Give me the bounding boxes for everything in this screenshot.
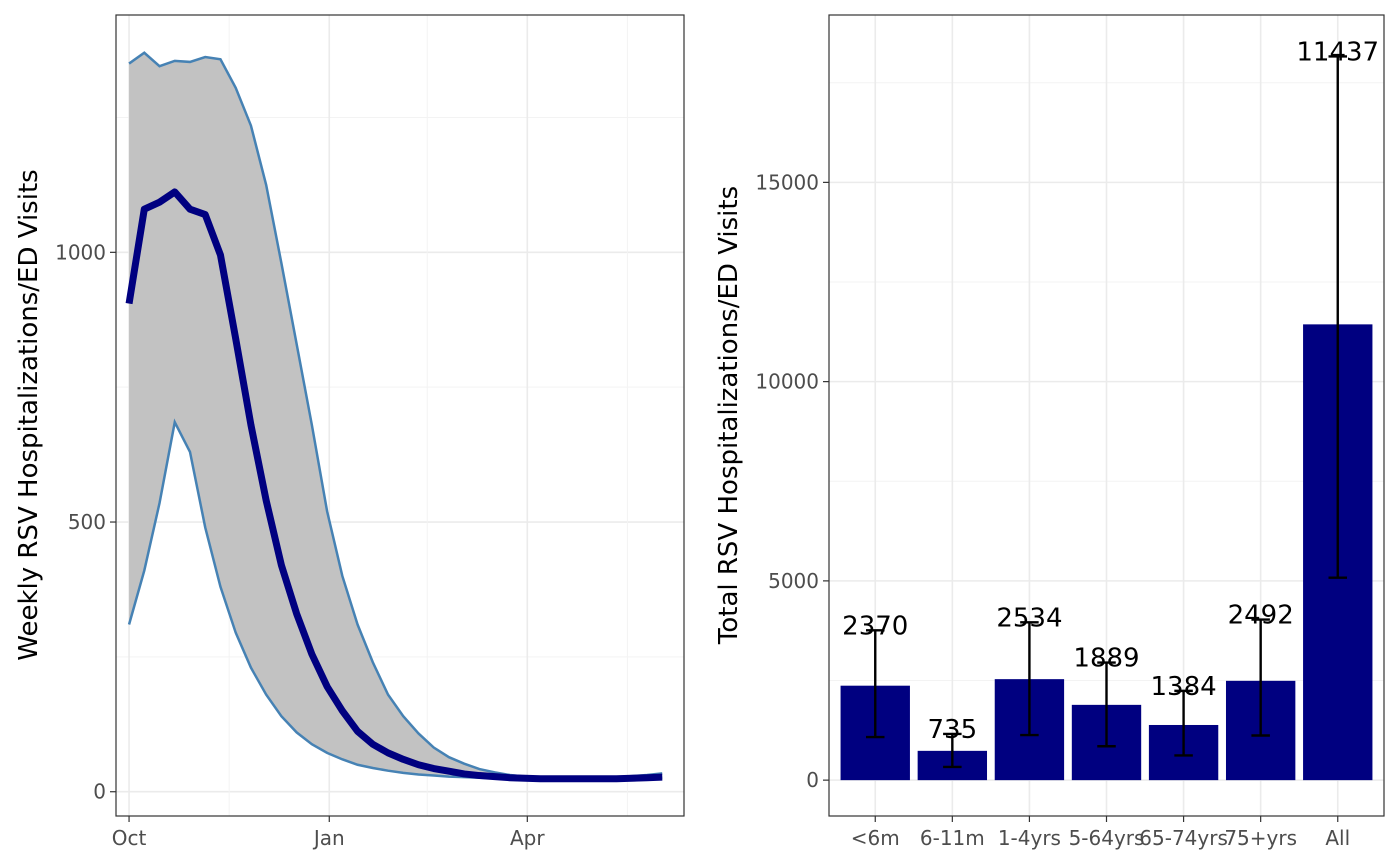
x-tick-label: <6m: [851, 826, 900, 850]
x-tick-label: 6-11m: [920, 826, 985, 850]
x-tick-label: All: [1325, 826, 1350, 850]
y-tick-label: 10000: [755, 370, 819, 394]
y-tick-label: 500: [68, 510, 106, 534]
bar-value-label: 735: [928, 715, 978, 745]
y-tick-label: 0: [93, 780, 106, 804]
uncertainty-band: [129, 52, 663, 780]
x-tick-label: 75+yrs: [1224, 826, 1297, 850]
weekly-panel-border: [115, 14, 685, 817]
bar-value-label: 2492: [1228, 601, 1294, 631]
bar-value-label: 1384: [1150, 672, 1216, 702]
y-tick-label: 1000: [55, 240, 106, 264]
x-tick-label: Apr: [510, 826, 545, 850]
bar-value-label: 2534: [996, 603, 1062, 633]
x-tick-label: Oct: [112, 826, 147, 850]
bar-value-labels: 2370 735 2534 1889 1384 2492 11437: [842, 37, 1379, 744]
x-tick-label: 1-4yrs: [998, 826, 1061, 850]
total-chart: 2370 735 2534 1889 1384 2492 11437 0 5000 10000 1…: [714, 14, 1385, 850]
x-tick-label: 5-64yrs: [1069, 826, 1145, 850]
weekly-chart: 0 500 1000 Oct Jan Apr Weekly RSV Hospitaliza…: [14, 14, 685, 850]
x-tick-label: Jan: [312, 826, 345, 850]
y-tick-label: 0: [806, 768, 819, 792]
median-line: [125, 188, 663, 783]
weekly-axes: 0 500 1000 Oct Jan Apr: [55, 240, 545, 850]
y-tick-label: 15000: [755, 170, 819, 194]
bar-value-label: 2370: [842, 611, 908, 641]
total-axes: 0 5000 10000 15000 <6m 6-11m 1-4yrs 5-64yrs65-7…: [755, 170, 1350, 850]
x-tick-label: 65-74yrs: [1139, 826, 1228, 850]
total-y-axis-title: Total RSV Hospitalizations/ED Visits: [714, 186, 744, 645]
y-tick-label: 5000: [768, 569, 819, 593]
error-bars: [866, 55, 1347, 769]
weekly-y-axis-title: Weekly RSV Hospitalizations/ED Visits: [14, 169, 44, 660]
bar-value-label: 11437: [1296, 37, 1379, 67]
bar-value-label: 1889: [1073, 644, 1139, 674]
